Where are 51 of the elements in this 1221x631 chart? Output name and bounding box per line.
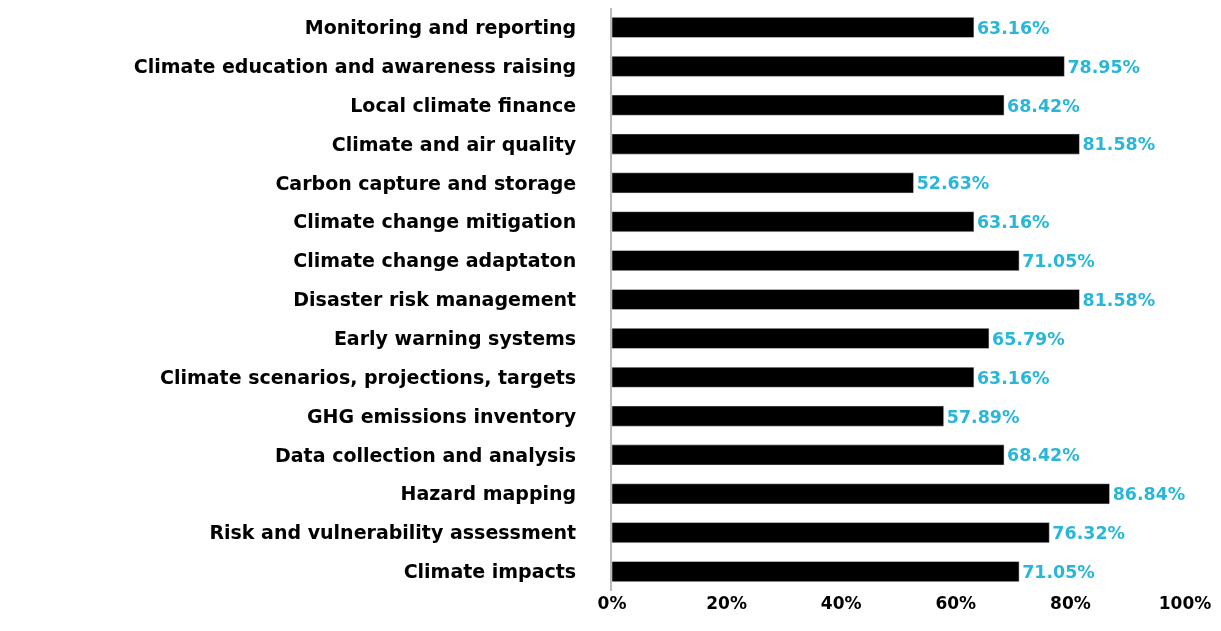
y-tick-label: Monitoring and reporting <box>304 16 577 39</box>
bar <box>612 211 975 233</box>
x-tick-label: 20% <box>706 593 747 613</box>
data-label: 81.58% <box>1082 134 1156 155</box>
x-tick-label: 40% <box>820 593 862 613</box>
bar <box>612 17 975 38</box>
bar <box>612 522 1050 544</box>
bar <box>612 444 1005 466</box>
y-tick-label: Climate education and awareness raising <box>133 54 577 77</box>
bar <box>612 289 1080 310</box>
bar <box>612 328 990 349</box>
bar <box>612 55 1065 77</box>
y-tick-label: Climate change mitigation <box>293 210 577 233</box>
y-tick-label: Risk and vulnerability assessment <box>209 521 577 544</box>
data-label: 71.05% <box>1022 251 1095 272</box>
data-label: 78.95% <box>1067 56 1141 77</box>
data-label: 65.79% <box>992 328 1065 349</box>
y-tick-label: Local climate finance <box>350 93 577 116</box>
bar <box>612 250 1020 271</box>
y-tick-label: Climate scenarios, projections, targets <box>159 365 577 388</box>
y-tick-label: Early warning systems <box>333 327 577 350</box>
data-label: 71.05% <box>1022 562 1095 582</box>
data-label: 63.16% <box>976 17 1050 38</box>
y-tick-label: Data collection and analysis <box>275 443 577 466</box>
bar <box>612 366 975 388</box>
bar <box>612 405 944 427</box>
bar <box>612 94 1005 116</box>
data-label: 57.89% <box>946 406 1020 427</box>
bar <box>612 561 1020 582</box>
y-tick-label: Disaster risk management <box>293 288 577 311</box>
data-label: 52.63% <box>916 173 990 194</box>
data-label: 76.32% <box>1052 523 1125 544</box>
y-tick-label: Hazard mapping <box>400 482 577 505</box>
x-tick-label: 60% <box>935 593 977 613</box>
data-label: 63.16% <box>976 212 1050 233</box>
data-label: 63.16% <box>976 367 1050 388</box>
x-tick-label: 100% <box>1158 593 1212 613</box>
x-tick-label: 0% <box>597 593 627 613</box>
x-tick-label: 80% <box>1050 593 1091 613</box>
y-tick-label: Climate impacts <box>403 560 577 583</box>
bar <box>612 483 1110 505</box>
bar <box>612 172 914 194</box>
y-tick-label: Carbon capture and storage <box>275 171 577 194</box>
y-tick-label: GHG emissions inventory <box>306 404 577 427</box>
y-tick-label: Climate change adaptaton <box>293 249 577 272</box>
data-label: 86.84% <box>1112 484 1186 505</box>
data-label: 68.42% <box>1007 95 1080 116</box>
y-tick-label: Climate and air quality <box>331 132 577 155</box>
data-label: 81.58% <box>1082 289 1156 310</box>
data-label: 68.42% <box>1007 445 1080 466</box>
bar <box>612 133 1080 155</box>
